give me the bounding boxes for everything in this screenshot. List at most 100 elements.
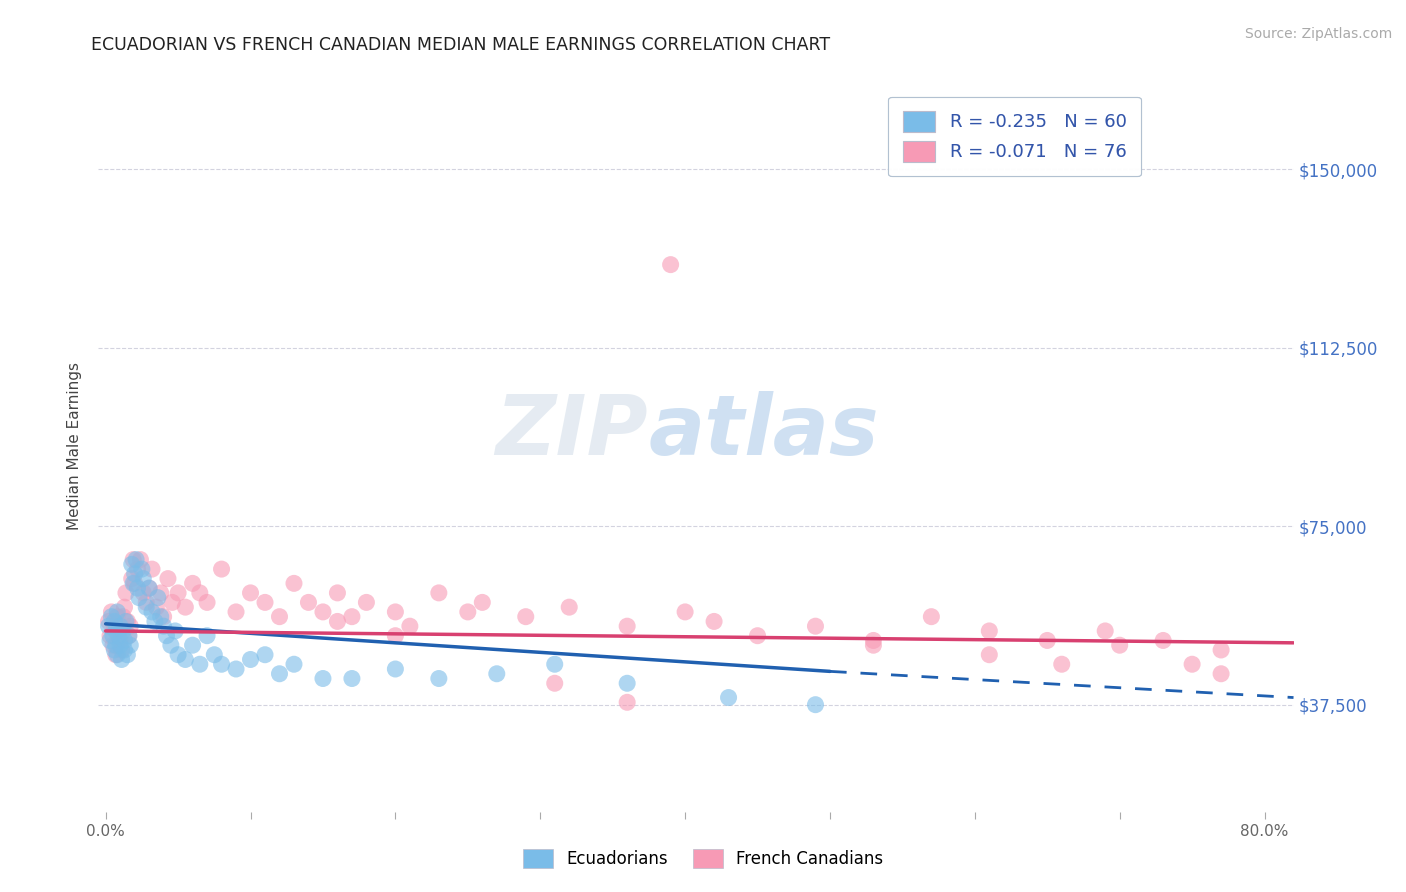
Point (107, 629, 129, 643)
Point (97, 619, 120, 633)
Point (862, 633, 884, 648)
Point (98, 633, 121, 648)
Point (558, 600, 581, 615)
Point (1209, 666, 1232, 681)
Point (165, 624, 187, 638)
Point (152, 619, 174, 633)
Point (110, 643, 132, 657)
Point (101, 629, 124, 643)
Point (804, 698, 827, 712)
Point (225, 662, 247, 676)
Point (112, 624, 135, 638)
Point (160, 638, 183, 652)
Point (862, 638, 884, 652)
Point (544, 676, 567, 690)
Point (195, 595, 218, 609)
Point (103, 619, 125, 633)
Point (104, 638, 127, 652)
Y-axis label: Median Male Earnings: Median Male Earnings (67, 362, 83, 530)
Point (108, 638, 131, 652)
Point (167, 648, 190, 662)
Point (269, 666, 291, 681)
Point (129, 552, 152, 566)
Point (122, 552, 145, 566)
Point (124, 566, 146, 581)
Point (239, 586, 262, 600)
Point (121, 572, 143, 586)
Point (104, 624, 127, 638)
Point (1152, 633, 1174, 648)
Point (132, 572, 155, 586)
Point (105, 605, 128, 619)
Point (138, 581, 160, 595)
Point (384, 629, 406, 643)
Point (427, 672, 450, 686)
Point (1050, 657, 1073, 672)
Point (162, 595, 184, 609)
Point (211, 657, 233, 672)
Point (188, 657, 211, 672)
Point (211, 562, 233, 576)
Point (659, 258, 682, 272)
Point (128, 591, 150, 605)
Point (115, 615, 138, 629)
Point (804, 619, 827, 633)
Point (384, 605, 406, 619)
Point (104, 648, 127, 662)
Point (105, 609, 128, 624)
Point (253, 595, 276, 609)
Point (105, 648, 128, 662)
Point (125, 552, 148, 566)
Point (149, 609, 172, 624)
Point (253, 648, 276, 662)
Point (1108, 638, 1130, 652)
Point (747, 629, 769, 643)
Point (340, 609, 363, 624)
Point (118, 629, 141, 643)
Point (616, 695, 638, 709)
Point (131, 562, 153, 576)
Point (181, 576, 204, 591)
Legend: R = -0.235   N = 60, R = -0.071   N = 76: R = -0.235 N = 60, R = -0.071 N = 76 (889, 96, 1142, 177)
Point (138, 581, 160, 595)
Point (146, 591, 169, 605)
Point (979, 648, 1001, 662)
Point (703, 615, 725, 629)
Text: atlas: atlas (648, 391, 879, 472)
Point (135, 595, 157, 609)
Point (283, 576, 305, 591)
Point (120, 638, 142, 652)
Text: ECUADORIAN VS FRENCH CANADIAN MEDIAN MALE EARNINGS CORRELATION CHART: ECUADORIAN VS FRENCH CANADIAN MEDIAN MAL… (91, 36, 831, 54)
Point (143, 615, 166, 629)
Point (124, 576, 146, 591)
Point (384, 662, 406, 676)
Point (112, 609, 135, 624)
Point (167, 586, 190, 600)
Point (108, 633, 131, 648)
Point (114, 600, 136, 615)
Point (485, 666, 508, 681)
Point (127, 581, 149, 595)
Point (117, 648, 139, 662)
Point (118, 629, 141, 643)
Point (515, 609, 537, 624)
Point (100, 605, 122, 619)
Point (283, 657, 305, 672)
Point (100, 609, 122, 624)
Point (616, 619, 638, 633)
Point (427, 586, 450, 600)
Point (98, 629, 121, 643)
Point (616, 676, 638, 690)
Point (673, 605, 696, 619)
Point (155, 629, 177, 643)
Point (101, 638, 124, 652)
Point (115, 586, 138, 600)
Point (457, 605, 479, 619)
Point (326, 615, 349, 629)
Point (107, 624, 129, 638)
Point (225, 605, 247, 619)
Text: ZIP: ZIP (495, 391, 648, 472)
Point (1181, 657, 1204, 672)
Point (239, 652, 262, 666)
Point (1036, 633, 1059, 648)
